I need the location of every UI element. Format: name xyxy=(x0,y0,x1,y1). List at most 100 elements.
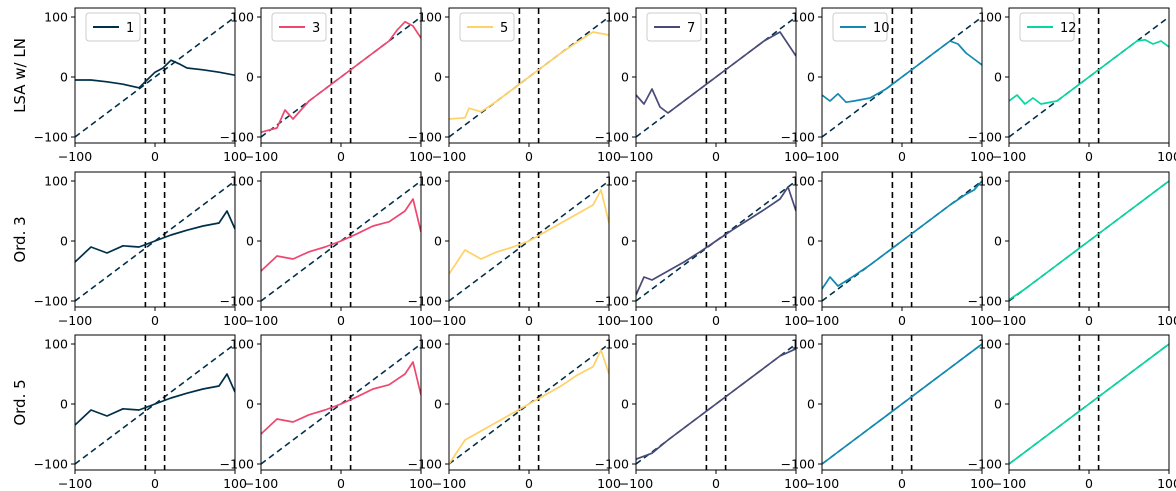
subplot-panel: −100 0 100 −100 0 100 3 xyxy=(220,7,433,164)
x-tick-label: 100 xyxy=(409,476,433,491)
row-label: Ord. 5 xyxy=(11,379,29,425)
x-tick-label: 100 xyxy=(970,476,994,491)
x-tick-label: 0 xyxy=(337,149,345,164)
y-tick-label: 100 xyxy=(605,174,629,189)
y-tick-label: 0 xyxy=(621,234,629,249)
series-line-1 xyxy=(75,210,235,263)
y-tick-label: −100 xyxy=(781,130,815,145)
x-tick-label: −100 xyxy=(992,313,1026,328)
axes-frame xyxy=(635,171,797,308)
axes-frame xyxy=(448,171,610,308)
x-tick-label: −100 xyxy=(992,476,1026,491)
y-tick-label: 0 xyxy=(434,70,442,85)
x-tick-label: 0 xyxy=(712,149,720,164)
x-tick-label: 0 xyxy=(525,476,533,491)
legend: 3 xyxy=(271,12,327,42)
series-line-3 xyxy=(261,198,421,272)
x-tick-label: −100 xyxy=(805,476,839,491)
legend: 1 xyxy=(85,12,141,42)
y-tick-label: −100 xyxy=(34,294,68,309)
x-tick-label: 100 xyxy=(970,149,994,164)
axes-frame xyxy=(821,171,983,308)
row-label: LSA w/ LN xyxy=(11,38,29,113)
axes-frame xyxy=(260,171,422,308)
y-tick-label: 100 xyxy=(978,174,1002,189)
y-tick-label: 0 xyxy=(246,70,254,85)
y-tick-label: −100 xyxy=(34,130,68,145)
legend: 12 xyxy=(1019,12,1077,42)
y-tick-label: −100 xyxy=(408,294,442,309)
x-tick-label: −100 xyxy=(58,149,92,164)
legend-label: 3 xyxy=(312,21,320,36)
axes-frame xyxy=(260,334,422,471)
x-tick-label: −100 xyxy=(58,476,92,491)
y-tick-label: −100 xyxy=(781,457,815,472)
y-tick-label: 100 xyxy=(230,10,254,25)
y-tick-label: −100 xyxy=(220,294,254,309)
x-tick-label: −100 xyxy=(432,149,466,164)
y-tick-label: 0 xyxy=(60,234,68,249)
y-tick-label: −100 xyxy=(968,130,1002,145)
x-tick-label: 100 xyxy=(597,476,621,491)
series-line-5 xyxy=(449,189,609,275)
y-tick-label: 100 xyxy=(791,10,815,25)
x-tick-label: 0 xyxy=(337,476,345,491)
series-line-10 xyxy=(822,40,982,104)
x-tick-label: 100 xyxy=(1157,313,1176,328)
x-tick-label: −100 xyxy=(432,313,466,328)
x-tick-label: −100 xyxy=(992,149,1026,164)
y-tick-label: −100 xyxy=(220,130,254,145)
x-tick-label: 0 xyxy=(1085,476,1093,491)
x-tick-label: −100 xyxy=(805,313,839,328)
x-tick-label: 100 xyxy=(597,149,621,164)
y-tick-label: −100 xyxy=(595,457,629,472)
y-tick-label: 0 xyxy=(621,397,629,412)
x-tick-label: 0 xyxy=(898,313,906,328)
x-tick-label: 100 xyxy=(597,313,621,328)
y-tick-label: −100 xyxy=(220,457,254,472)
y-tick-label: 100 xyxy=(418,174,442,189)
x-tick-label: 0 xyxy=(712,313,720,328)
y-tick-label: 100 xyxy=(230,337,254,352)
x-tick-label: 100 xyxy=(784,149,808,164)
x-tick-label: 100 xyxy=(409,313,433,328)
x-tick-label: 0 xyxy=(525,149,533,164)
x-tick-label: −100 xyxy=(244,149,278,164)
series-line-7 xyxy=(636,348,796,460)
y-tick-label: −100 xyxy=(781,294,815,309)
x-tick-label: −100 xyxy=(805,149,839,164)
y-tick-label: 0 xyxy=(807,397,815,412)
y-tick-label: −100 xyxy=(595,294,629,309)
x-tick-label: 0 xyxy=(151,476,159,491)
x-tick-label: 0 xyxy=(1085,149,1093,164)
x-tick-label: 100 xyxy=(409,149,433,164)
y-tick-label: −100 xyxy=(408,130,442,145)
axes-frame xyxy=(1008,171,1170,308)
legend: 7 xyxy=(646,12,702,42)
axes-frame xyxy=(74,334,236,471)
legend-label: 10 xyxy=(873,21,890,36)
y-tick-label: 100 xyxy=(44,10,68,25)
legend-label: 5 xyxy=(500,21,508,36)
legend-label: 1 xyxy=(126,21,134,36)
series-line-12 xyxy=(1009,343,1169,465)
series-line-1 xyxy=(75,59,235,89)
y-tick-label: 0 xyxy=(246,234,254,249)
x-tick-label: 0 xyxy=(151,313,159,328)
x-tick-label: −100 xyxy=(244,313,278,328)
series-line-7 xyxy=(636,31,796,114)
series-line-12 xyxy=(1009,180,1169,301)
y-tick-label: 100 xyxy=(978,10,1002,25)
